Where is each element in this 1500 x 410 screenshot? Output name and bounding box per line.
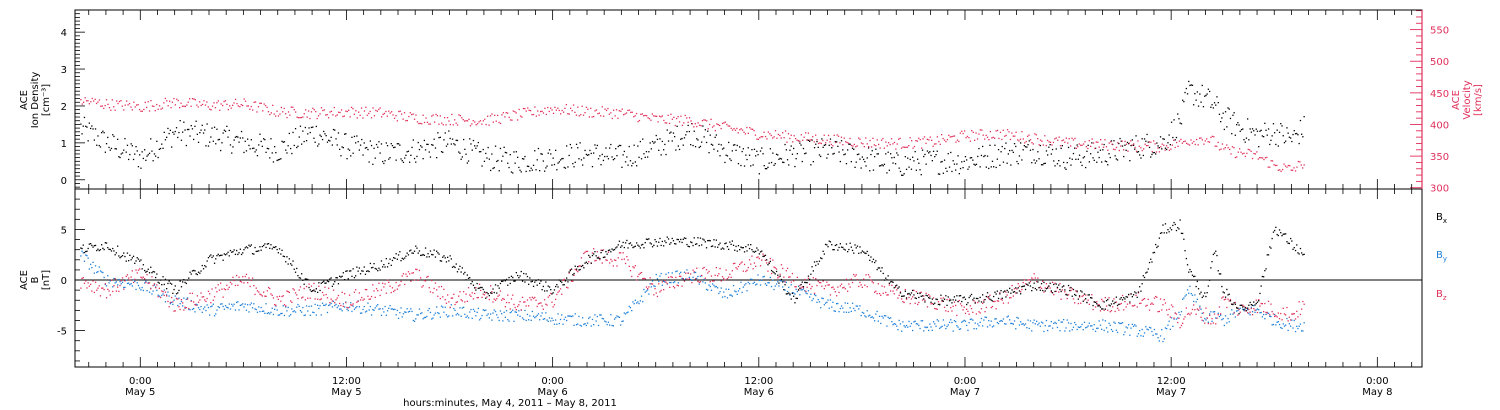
velocity-tick-label: 350 bbox=[1430, 152, 1449, 163]
x-tick-time: 0:00 bbox=[541, 376, 563, 387]
x-tick-date: May 6 bbox=[744, 387, 774, 398]
x-tick-date: May 7 bbox=[1156, 387, 1186, 398]
b-panel-frame bbox=[74, 188, 1423, 368]
density-tick-label: 0 bbox=[61, 176, 67, 187]
b-axis-label: B bbox=[30, 276, 41, 283]
legend-subscript: y bbox=[1443, 255, 1447, 263]
density-axis-label: Ion Density bbox=[30, 72, 41, 129]
x-tick-time: 0:00 bbox=[1366, 376, 1388, 387]
series-ion-density bbox=[80, 80, 1305, 176]
velocity-tick-label: 500 bbox=[1430, 57, 1449, 68]
velocity-axis-label: ACE bbox=[1451, 90, 1462, 110]
x-tick-date: May 6 bbox=[538, 387, 568, 398]
x-tick-time: 12:00 bbox=[744, 376, 773, 387]
density-axis-label: ACE bbox=[19, 90, 30, 110]
b-axis-label: [nT] bbox=[41, 270, 52, 290]
series-by bbox=[80, 250, 1305, 343]
x-tick-time: 12:00 bbox=[1157, 376, 1186, 387]
legend-label: B bbox=[1436, 289, 1443, 300]
series-velocity bbox=[80, 97, 1305, 172]
legend-subscript: z bbox=[1443, 294, 1447, 302]
velocity-tick-label: 550 bbox=[1430, 26, 1449, 37]
density-panel-frame bbox=[74, 9, 1423, 190]
legend-bz: Bz bbox=[1436, 289, 1447, 302]
x-tick-time: 0:00 bbox=[954, 376, 976, 387]
x-tick-date: May 5 bbox=[331, 387, 361, 398]
x-tick-date: May 7 bbox=[950, 387, 980, 398]
b-axis-label: ACE bbox=[19, 270, 30, 290]
density-tick-label: 2 bbox=[61, 102, 67, 113]
series-bz bbox=[80, 248, 1305, 329]
legend-label: B bbox=[1436, 250, 1443, 261]
x-tick-date: May 8 bbox=[1362, 387, 1392, 398]
b-tick-label: 0 bbox=[61, 276, 67, 287]
legend-subscript: x bbox=[1443, 217, 1447, 225]
x-axis-title: hours:minutes, May 4, 2011 – May 8, 2011 bbox=[403, 398, 617, 409]
x-tick-date: May 5 bbox=[125, 387, 155, 398]
velocity-tick-label: 300 bbox=[1430, 184, 1449, 195]
density-tick-label: 1 bbox=[61, 139, 67, 150]
x-tick-time: 0:00 bbox=[129, 376, 151, 387]
velocity-tick-label: 400 bbox=[1430, 120, 1449, 131]
density-tick-label: 4 bbox=[61, 28, 67, 39]
legend-bx: Bx bbox=[1436, 212, 1447, 225]
density-axis-label: [cm⁻³] bbox=[41, 84, 52, 116]
density-tick-label: 3 bbox=[61, 65, 67, 76]
x-tick-time: 12:00 bbox=[332, 376, 361, 387]
b-tick-label: -5 bbox=[57, 327, 67, 338]
b-tick-label: 5 bbox=[61, 225, 67, 236]
series-bx bbox=[80, 219, 1305, 315]
velocity-tick-label: 450 bbox=[1430, 89, 1449, 100]
legend-label: B bbox=[1436, 212, 1443, 223]
legend-by: By bbox=[1436, 250, 1447, 263]
velocity-axis-label: Velocity bbox=[1462, 80, 1473, 119]
velocity-axis-label: [km/s] bbox=[1473, 84, 1484, 116]
